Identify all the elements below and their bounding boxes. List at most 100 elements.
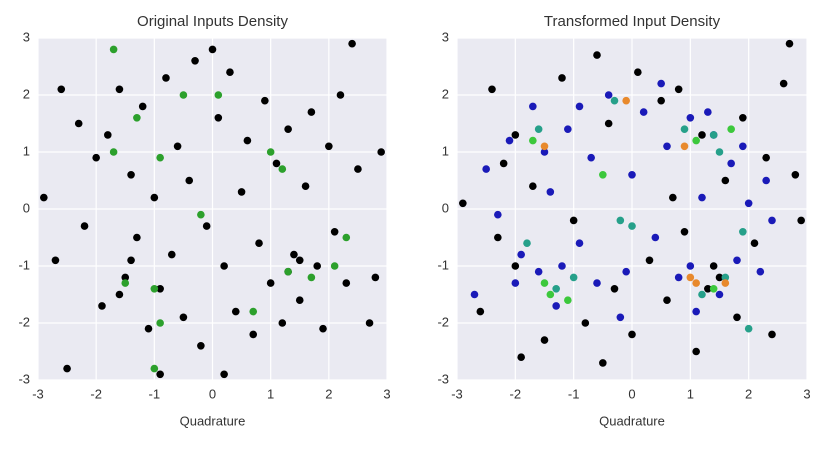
point: [610, 96, 619, 105]
point: [63, 364, 71, 373]
y-tick-label: 0: [442, 200, 449, 215]
point: [162, 74, 170, 82]
point: [133, 114, 141, 122]
point: [197, 342, 205, 350]
point: [657, 79, 665, 88]
point: [552, 302, 560, 310]
y-tick-label: -1: [437, 257, 449, 272]
point: [704, 285, 712, 293]
point: [115, 85, 124, 94]
point: [622, 267, 630, 276]
point: [604, 119, 613, 128]
point: [744, 324, 753, 333]
point: [179, 313, 188, 322]
point: [540, 336, 549, 344]
point: [214, 114, 223, 122]
point: [494, 210, 502, 219]
point: [138, 102, 147, 111]
point: [727, 159, 735, 168]
point: [540, 148, 549, 156]
point: [127, 171, 135, 179]
point: [534, 267, 543, 276]
point: [669, 193, 677, 202]
point: [470, 290, 479, 299]
point: [616, 313, 625, 322]
point: [599, 171, 607, 179]
y-tick-label: -2: [437, 314, 449, 329]
point: [115, 290, 124, 299]
x-tick-label: -3: [451, 386, 463, 401]
point: [523, 239, 531, 247]
point: [756, 267, 765, 276]
point: [74, 119, 83, 128]
point: [301, 182, 310, 190]
point: [482, 165, 490, 173]
point: [202, 222, 211, 230]
point: [121, 273, 130, 282]
point: [593, 51, 601, 59]
point: [511, 262, 520, 270]
point: [156, 319, 164, 327]
point: [354, 165, 362, 173]
point: [739, 228, 747, 236]
point: [739, 114, 747, 122]
point: [488, 85, 496, 94]
point: [295, 296, 304, 305]
point: [278, 319, 287, 327]
point: [133, 233, 141, 242]
point: [336, 91, 345, 99]
x-axis-label: Quadrature: [599, 413, 665, 428]
point: [674, 273, 683, 282]
point: [109, 45, 118, 54]
point: [779, 79, 788, 88]
point: [645, 256, 654, 265]
point: [220, 370, 228, 379]
x-tick-label: -1: [149, 386, 161, 401]
point: [733, 256, 741, 265]
point: [348, 39, 356, 48]
point: [721, 273, 730, 282]
point: [197, 210, 205, 219]
point: [686, 114, 695, 122]
point: [785, 39, 794, 48]
point: [249, 307, 258, 316]
x-tick-label: -1: [568, 386, 580, 401]
x-tick-label: -2: [90, 386, 102, 401]
point: [156, 153, 164, 162]
point: [167, 250, 176, 259]
y-tick-label: 3: [23, 29, 30, 44]
point: [680, 142, 689, 151]
point: [529, 182, 537, 190]
point: [540, 142, 549, 151]
point: [651, 233, 660, 242]
point: [290, 250, 298, 259]
point: [709, 262, 718, 270]
point: [214, 91, 223, 99]
point: [156, 370, 164, 379]
y-tick-label: -2: [18, 314, 30, 329]
point: [476, 307, 485, 316]
point: [727, 125, 735, 133]
point: [540, 279, 549, 287]
point: [692, 347, 700, 356]
point: [797, 216, 805, 225]
point: [98, 302, 106, 310]
point: [325, 142, 333, 151]
y-tick-label: 3: [442, 29, 449, 44]
point: [698, 131, 706, 139]
point: [546, 290, 555, 299]
point: [569, 273, 578, 282]
x-tick-label: 3: [803, 386, 810, 401]
y-tick-label: -3: [437, 371, 449, 386]
point: [266, 279, 275, 287]
point: [284, 125, 292, 133]
point: [762, 153, 770, 162]
point: [715, 290, 724, 299]
point: [698, 290, 706, 299]
point: [208, 45, 217, 54]
x-axis-label: Quadrature: [180, 413, 246, 428]
y-tick-label: 1: [442, 143, 449, 158]
y-tick-label: 0: [23, 200, 30, 215]
point: [639, 108, 648, 116]
point: [365, 319, 374, 327]
